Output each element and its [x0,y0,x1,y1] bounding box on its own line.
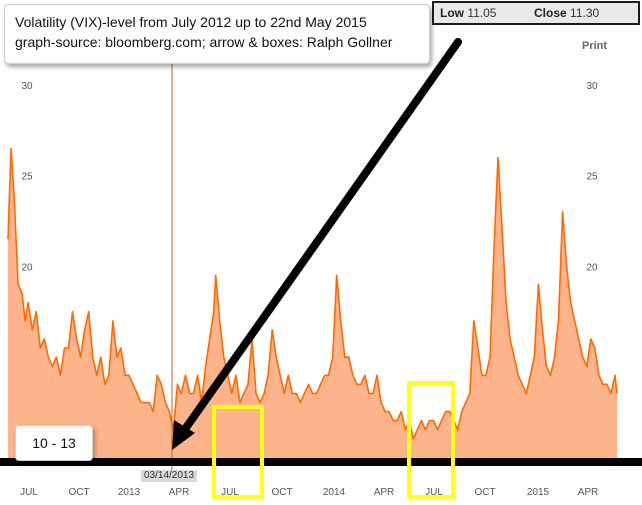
y-tick-label: 25 [586,172,598,183]
vix-area [8,148,617,466]
x-tick-label: JUL [221,487,239,498]
annotation-arrowhead [172,420,195,450]
y-tick-label: 25 [21,172,33,183]
info-line-2: graph-source: bloomberg.com; arrow & box… [15,34,393,50]
x-tick-label: 2015 [527,487,550,498]
x-tick-label: JUL [20,487,38,498]
quote-bar: Low 11.05 Close 11.30 [432,1,640,25]
x-axis: JUL OCT 2013 APR JUL OCT 2014 APR JUL OCT 2015 APR [20,487,598,498]
print-link[interactable]: Print [582,40,608,52]
close-value: 11.30 [570,6,600,20]
low-label: Low [440,6,464,20]
y-axis-right: 15202530 [586,81,598,364]
x-tick-label: OCT [68,487,89,498]
low-value: 11.05 [467,6,497,20]
annotation-info-box: Volatility (VIX)-level from July 2012 up… [4,4,430,64]
close-label: Close [534,6,567,20]
annotation-arrow [179,38,462,436]
highlight-box-jul-2014 [407,381,455,499]
y-tick-label: 20 [21,262,33,273]
y-tick-label: 20 [586,262,598,273]
x-tick-label: OCT [474,487,495,498]
info-line-1: Volatility (VIX)-level from July 2012 up… [15,14,367,30]
x-tick-label: 2014 [323,487,346,498]
x-tick-label: APR [169,487,190,498]
crosshair-date-label: 03/14/2013 [141,470,198,482]
x-tick-label: 2013 [118,487,141,498]
x-tick-label: APR [374,487,395,498]
highlight-box-jul-2013 [212,405,264,499]
range-annotation-box: 10 - 13 [15,425,93,461]
y-tick-label: 30 [21,81,33,92]
x-tick-label: OCT [271,487,292,498]
vix-line [7,147,618,440]
x-tick-label: JUL [425,487,443,498]
baseline-band [0,458,642,466]
x-tick-label: APR [578,487,599,498]
y-tick-label: 30 [586,81,598,92]
